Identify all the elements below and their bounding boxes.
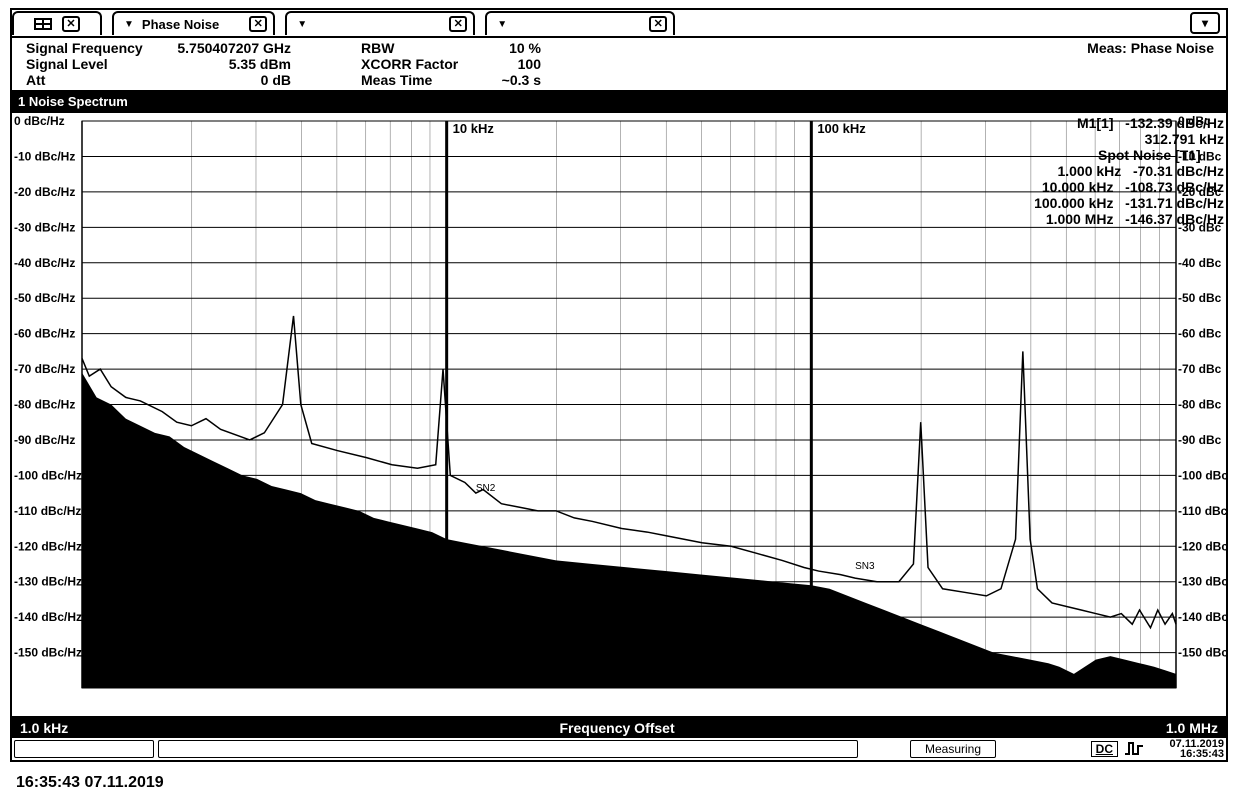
close-icon[interactable]: ✕	[62, 16, 80, 32]
svg-text:-20 dBc/Hz: -20 dBc/Hz	[14, 185, 75, 199]
sig-level-label: Signal Level	[26, 56, 171, 72]
svg-text:-150 dBc/Hz: -150 dBc/Hz	[14, 646, 82, 660]
att-label: Att	[26, 72, 171, 88]
tab-overview[interactable]: ✕	[12, 11, 102, 35]
status-time: 16:35:43	[1170, 749, 1224, 759]
svg-text:-140 dBc/Hz: -140 dBc/Hz	[14, 610, 82, 624]
svg-text:-110 dBc: -110 dBc	[1178, 504, 1226, 518]
close-icon[interactable]: ✕	[449, 16, 467, 32]
rbw-value: 10 %	[481, 40, 541, 56]
x-axis-label: Frequency Offset	[68, 720, 1166, 736]
status-bar: Measuring DC 07.11.2019 16:35:43	[12, 738, 1226, 760]
svg-text:100 kHz: 100 kHz	[817, 121, 866, 136]
x-start-label: 1.0 kHz	[12, 720, 68, 736]
grid-icon	[34, 18, 52, 30]
caret-down-icon: ▼	[124, 19, 134, 30]
svg-text:-130 dBc/Hz: -130 dBc/Hz	[14, 575, 82, 589]
svg-text:-80 dBc: -80 dBc	[1178, 398, 1222, 412]
marker-info-block: M1[1] -132.39 dBc/Hz312.791 kHzSpot Nois…	[1034, 115, 1224, 227]
svg-text:0 dBc/Hz: 0 dBc/Hz	[14, 114, 65, 128]
svg-text:-60 dBc: -60 dBc	[1178, 327, 1222, 341]
svg-text:-100 dBc/Hz: -100 dBc/Hz	[14, 468, 82, 482]
x-axis-footer: 1.0 kHz Frequency Offset 1.0 MHz	[12, 716, 1226, 738]
sig-level-value: 5.35 dBm	[171, 56, 291, 72]
svg-text:-130 dBc: -130 dBc	[1178, 575, 1226, 589]
close-icon[interactable]: ✕	[249, 16, 267, 32]
meas-time-label: Meas Time	[361, 72, 481, 88]
svg-text:-80 dBc/Hz: -80 dBc/Hz	[14, 398, 75, 412]
parameter-panel: Signal Frequency Signal Level Att 5.7504…	[12, 38, 1226, 92]
clock-display: 07.11.2019 16:35:43	[1170, 739, 1224, 759]
svg-text:-50 dBc/Hz: -50 dBc/Hz	[14, 291, 75, 305]
rbw-label: RBW	[361, 40, 481, 56]
svg-text:-110 dBc/Hz: -110 dBc/Hz	[14, 504, 81, 518]
meas-mode-label: Meas: Phase Noise	[1087, 40, 1220, 88]
xcorr-value: 100	[481, 56, 541, 72]
svg-text:-40 dBc: -40 dBc	[1178, 256, 1222, 270]
svg-text:-120 dBc/Hz: -120 dBc/Hz	[14, 539, 82, 553]
tab-label: Phase Noise	[142, 17, 219, 32]
tab-blank-1[interactable]: ▼ ✕	[285, 11, 475, 35]
plot-title: 1 Noise Spectrum	[12, 92, 1226, 113]
sig-freq-value: 5.750407207 GHz	[171, 40, 291, 56]
tab-bar: ✕ ▼ Phase Noise ✕ ▼ ✕ ▼ ✕ ▾	[12, 10, 1226, 38]
signal-icon	[1124, 740, 1144, 759]
svg-text:SN2: SN2	[476, 483, 496, 494]
tab-phase-noise[interactable]: ▼ Phase Noise ✕	[112, 11, 275, 35]
svg-text:-90 dBc: -90 dBc	[1178, 433, 1222, 447]
status-pane-1[interactable]	[14, 740, 154, 758]
svg-text:SN3: SN3	[855, 561, 875, 572]
x-stop-label: 1.0 MHz	[1166, 720, 1226, 736]
meas-time-value: ~0.3 s	[481, 72, 541, 88]
sig-freq-label: Signal Frequency	[26, 40, 171, 56]
svg-text:-30 dBc/Hz: -30 dBc/Hz	[14, 220, 75, 234]
xcorr-label: XCORR Factor	[361, 56, 481, 72]
svg-text:-10 dBc/Hz: -10 dBc/Hz	[14, 149, 75, 163]
export-timestamp: 16:35:43 07.11.2019	[16, 774, 1230, 792]
svg-text:-120 dBc: -120 dBc	[1178, 539, 1226, 553]
dropdown-button[interactable]: ▾	[1190, 12, 1220, 34]
svg-text:10 kHz: 10 kHz	[453, 121, 495, 136]
svg-text:-90 dBc/Hz: -90 dBc/Hz	[14, 433, 75, 447]
svg-text:-70 dBc/Hz: -70 dBc/Hz	[14, 362, 75, 376]
svg-text:-40 dBc/Hz: -40 dBc/Hz	[14, 256, 75, 270]
svg-text:-60 dBc/Hz: -60 dBc/Hz	[14, 327, 75, 341]
close-icon[interactable]: ✕	[649, 16, 667, 32]
svg-text:-140 dBc: -140 dBc	[1178, 610, 1226, 624]
plot-area[interactable]: 0 dBc/Hz0 dBc-10 dBc/Hz-10 dBc-20 dBc/Hz…	[12, 113, 1226, 716]
caret-down-icon: ▼	[297, 19, 307, 30]
att-value: 0 dB	[171, 72, 291, 88]
tab-blank-2[interactable]: ▼ ✕	[485, 11, 675, 35]
caret-down-icon: ▼	[497, 19, 507, 30]
instrument-window: ✕ ▼ Phase Noise ✕ ▼ ✕ ▼ ✕ ▾ Signal Frequ…	[10, 8, 1228, 762]
svg-text:-50 dBc: -50 dBc	[1178, 291, 1222, 305]
svg-text:-150 dBc: -150 dBc	[1178, 646, 1226, 660]
status-pane-2[interactable]	[158, 740, 858, 758]
svg-text:-100 dBc: -100 dBc	[1178, 468, 1226, 482]
dc-indicator: DC	[1091, 741, 1118, 757]
svg-text:-70 dBc: -70 dBc	[1178, 362, 1222, 376]
measuring-indicator: Measuring	[910, 740, 996, 758]
